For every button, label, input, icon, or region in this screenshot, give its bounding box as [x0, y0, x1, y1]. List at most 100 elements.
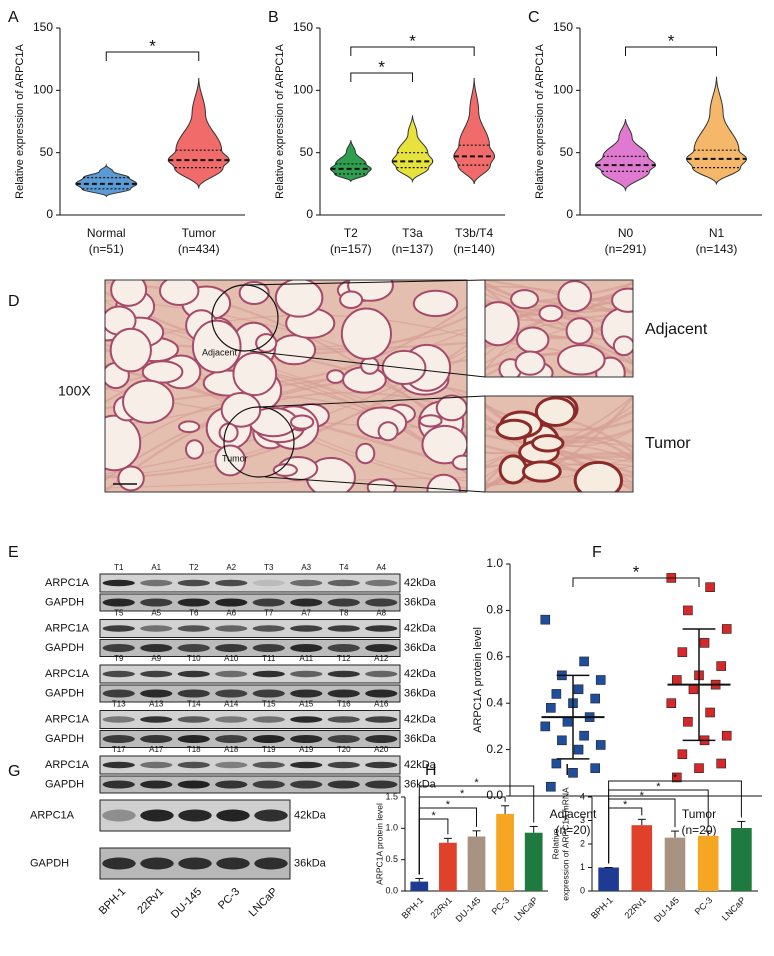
- y-tick-label: 0.6: [486, 649, 503, 663]
- y-tick-label: 1.0: [385, 823, 398, 833]
- blot-band: [215, 780, 248, 789]
- blot-band: [252, 689, 285, 698]
- violin: [329, 140, 372, 183]
- blot-band: [365, 625, 398, 632]
- x-tick-label: DU-145: [454, 895, 483, 924]
- blot-band: [290, 689, 323, 698]
- point: [721, 730, 732, 741]
- blot-band: [215, 761, 248, 769]
- lane-label: LNCaP: [247, 886, 281, 920]
- x-tick-sublabel: (n=140): [453, 242, 495, 256]
- significance-label: *: [446, 799, 451, 811]
- bar: [598, 867, 619, 891]
- gland: [184, 439, 205, 460]
- blot-band: [140, 644, 173, 652]
- region-label: Adjacent: [202, 347, 238, 357]
- image-border: [104, 279, 468, 493]
- lane-label: T19: [262, 745, 276, 754]
- blot-band: [102, 579, 135, 587]
- blot-band: [290, 579, 323, 587]
- lane-label: A20: [374, 745, 389, 754]
- protein-label: ARPC1A: [45, 668, 90, 680]
- lane-label: T6: [189, 609, 199, 618]
- blot-band: [177, 735, 210, 743]
- image-border: [484, 395, 634, 493]
- blot-band: [290, 625, 323, 632]
- point: [705, 582, 715, 593]
- point: [677, 749, 688, 760]
- blot-band: [140, 716, 173, 723]
- lane-label: BPH-1: [97, 886, 128, 917]
- point: [672, 675, 682, 685]
- gland: [141, 360, 184, 384]
- gland: [565, 317, 594, 345]
- significance-bracket: [572, 577, 700, 587]
- gland: [191, 319, 242, 374]
- lane-label: A8: [376, 609, 386, 618]
- lane-label: T18: [187, 745, 201, 754]
- gland: [339, 290, 364, 310]
- point: [590, 693, 600, 704]
- y-axis-label: ARPC1A protein level: [472, 627, 484, 733]
- lane-label: DU-145: [169, 886, 204, 921]
- point: [683, 605, 693, 616]
- blot-band: [177, 598, 210, 607]
- protein-label: GAPDH: [30, 857, 69, 869]
- x-tick-label: N1: [709, 226, 725, 240]
- blot-band: [140, 598, 173, 607]
- blot-band: [215, 716, 248, 723]
- point: [677, 647, 688, 657]
- bar: [697, 835, 719, 891]
- lane-label: A14: [224, 700, 239, 709]
- lane-label: T16: [337, 700, 351, 709]
- lane-label: A13: [149, 700, 164, 709]
- blot-band: [102, 598, 135, 607]
- significance-label: *: [668, 31, 675, 50]
- stroma-fiber: [105, 476, 467, 489]
- y-tick-label: 0: [306, 207, 313, 221]
- blot-band: [365, 735, 398, 743]
- gland: [412, 289, 459, 318]
- blot-band: [215, 625, 248, 632]
- y-tick-label: 4: [580, 791, 585, 801]
- blot-strip: [99, 775, 401, 794]
- lane-label: T9: [114, 654, 124, 663]
- size-label: 36kDa: [404, 733, 437, 745]
- blot-band: [252, 644, 285, 652]
- panel-letter: C: [528, 9, 540, 26]
- lane-label: A1: [151, 563, 161, 572]
- point: [688, 684, 699, 695]
- gland: [611, 287, 633, 313]
- gland: [105, 414, 142, 472]
- x-tick-sublabel: (n=20): [555, 823, 590, 837]
- point: [546, 781, 556, 792]
- blot-strip: [99, 639, 401, 657]
- gland: [366, 478, 397, 492]
- blot-band: [102, 644, 135, 652]
- lane-label: T2: [189, 563, 199, 572]
- gland: [289, 414, 315, 430]
- point: [595, 740, 606, 750]
- blot-band: [140, 735, 173, 743]
- blot-band: [252, 780, 285, 789]
- significance-bracket: [350, 72, 413, 82]
- y-tick-label: 0: [46, 207, 53, 221]
- x-tick-sublabel: (n=137): [392, 242, 434, 256]
- blot-band: [327, 644, 360, 652]
- panel-letter: I: [565, 762, 569, 779]
- blot-band: [177, 689, 210, 698]
- size-label: 42kDa: [404, 622, 437, 634]
- significance-label: *: [673, 772, 678, 784]
- gland: [485, 301, 520, 347]
- y-tick-label: 0.4: [486, 695, 503, 709]
- gland: [521, 460, 562, 483]
- blot-band: [140, 809, 174, 822]
- x-tick-label: T3a: [402, 226, 423, 240]
- blot-band: [365, 780, 398, 789]
- point: [579, 730, 589, 741]
- significance-bracket: [608, 780, 742, 864]
- y-axis-label: Relative expression of ARPC1A: [534, 43, 546, 198]
- x-tick-label: LNCaP: [720, 895, 748, 923]
- point: [562, 716, 573, 727]
- panel-letter: D: [8, 293, 20, 310]
